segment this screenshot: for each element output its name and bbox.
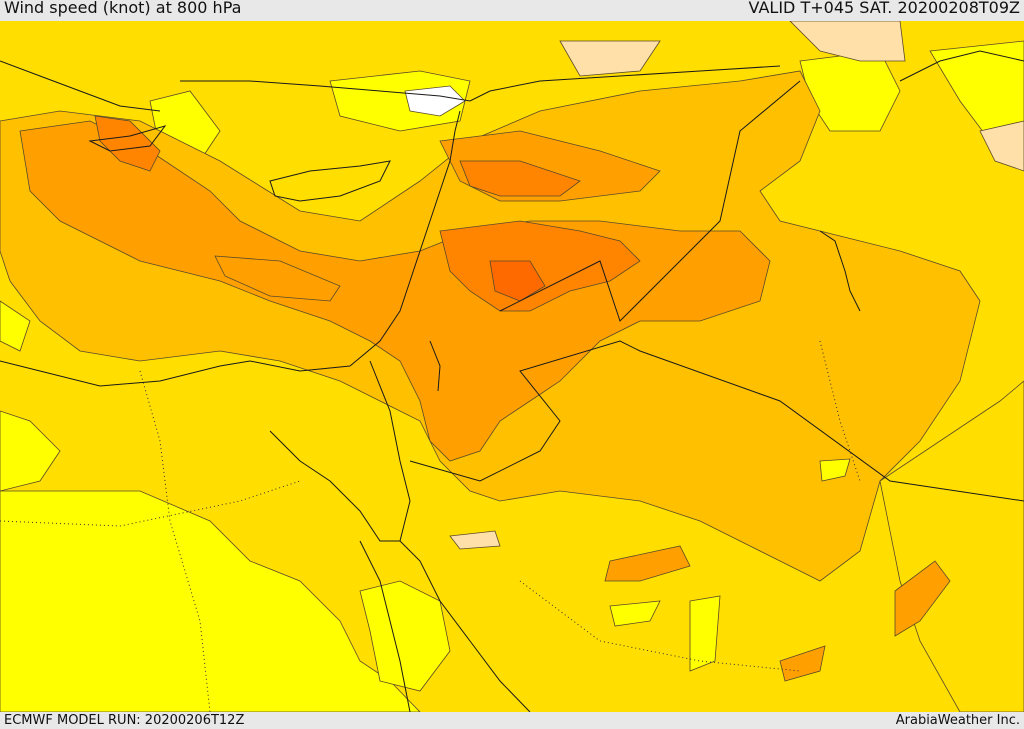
red-sea-east-coast <box>399 540 531 712</box>
wind-band-low-north <box>329 70 471 132</box>
map-title: Wind speed (knot) at 800 hPa <box>4 0 242 17</box>
header-bar: Wind speed (knot) at 800 hPa VALID T+045… <box>0 0 1024 21</box>
aegean-coast <box>0 60 161 112</box>
syria-iraq-border <box>499 80 801 322</box>
mediterranean-southeast-coast <box>0 110 461 387</box>
wind-band-low-west <box>0 410 61 492</box>
wind-cell-arabia-2 <box>779 645 826 682</box>
credit-label: ArabiaWeather Inc. <box>895 713 1020 728</box>
wind-cell-low-1 <box>819 458 851 482</box>
dead-sea-outline <box>429 340 441 392</box>
calm-patch-north <box>559 40 661 77</box>
saudi-north-border <box>409 340 1024 502</box>
sinai-west-coast <box>269 360 411 542</box>
cyprus-outline <box>269 160 391 202</box>
wind-field-svg <box>0 21 1024 712</box>
calm-patch-white <box>404 85 466 117</box>
dotted-line-2 <box>139 370 211 712</box>
red-sea-west-coast <box>359 540 411 712</box>
wind-band-very-high-core <box>489 260 546 302</box>
wind-band-low-southwest <box>0 490 421 712</box>
wind-band-low-sinai <box>359 580 451 692</box>
calm-patch-northeast <box>789 21 906 62</box>
wind-cell-east-1 <box>894 560 951 637</box>
dotted-line-1 <box>0 480 301 527</box>
wind-band-high-levant <box>439 220 641 312</box>
valid-time: VALID T+045 SAT. 20200208T09Z <box>748 0 1020 17</box>
calm-patch-south <box>449 530 501 550</box>
wind-cell-arabia-1 <box>604 545 691 582</box>
model-run-label: ECMWF MODEL RUN: 20200206T12Z <box>4 713 245 728</box>
wind-cell-med-1 <box>214 255 341 302</box>
iran-north-border <box>899 50 1024 82</box>
dotted-line-4 <box>819 340 861 482</box>
wind-cell-low-2 <box>609 600 661 627</box>
wind-speed-map <box>0 21 1024 712</box>
lakes-outline <box>819 230 861 312</box>
turkey-south-border <box>180 65 781 102</box>
wind-band-high-crete <box>94 115 161 172</box>
wind-band-mid-high <box>19 120 771 462</box>
crete-outline <box>88 125 167 152</box>
footer-bar: ECMWF MODEL RUN: 20200206T12Z ArabiaWeat… <box>0 712 1024 729</box>
wind-band-low-west-small <box>0 300 31 352</box>
wind-cell-low-3 <box>689 595 721 672</box>
calm-patch-east <box>979 120 1024 172</box>
dotted-line-3 <box>519 580 801 672</box>
wind-band-high-north <box>459 160 581 197</box>
